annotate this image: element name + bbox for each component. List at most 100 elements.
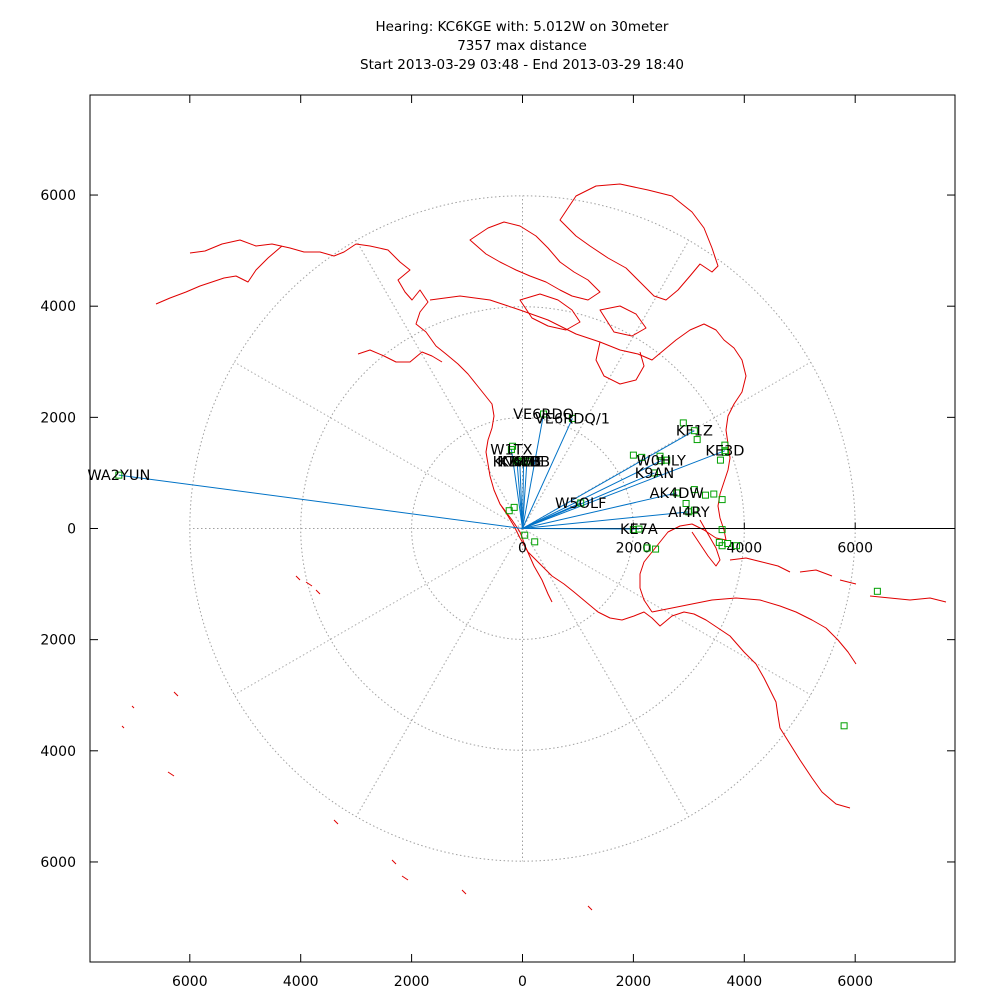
station-marker [531, 538, 539, 546]
station-marker [509, 442, 517, 450]
station-marker [693, 436, 701, 444]
path-w0hly [522, 460, 662, 529]
title-line-1: Hearing: KC6KGE with: 5.012W on 30meter [376, 19, 669, 35]
station-label: W0HLY [636, 454, 686, 470]
station-label: W1TX [490, 443, 532, 459]
station-marker [540, 410, 548, 418]
coastline-south-america [651, 597, 857, 665]
station-marker [710, 490, 718, 498]
station-marker [718, 496, 726, 504]
station-label: W5OLF [555, 496, 606, 512]
x-tick-label: 6000 [172, 974, 208, 990]
coastline-map [121, 183, 947, 911]
station-marker [513, 457, 521, 465]
inline-tick-label: 2000 [616, 541, 652, 557]
coastline-arctic-islands [469, 221, 647, 337]
station-label: K9AN [635, 466, 675, 482]
station-marker [115, 471, 123, 479]
station-marker [690, 506, 698, 514]
station-marker [701, 491, 709, 499]
station-label: AI4RY [668, 505, 710, 521]
x-tick-label: 6000 [837, 974, 873, 990]
path-kn6eb [516, 461, 523, 529]
y-tick-label: 0 [67, 522, 76, 538]
station-marker [629, 451, 637, 459]
coastline-pacific-islands [121, 691, 593, 911]
coastline-hudson-bay [595, 341, 645, 385]
coastline-north-america-east [429, 295, 747, 613]
path-kf1z [522, 430, 695, 529]
y-tick-label: 6000 [40, 855, 76, 871]
station-markers [115, 410, 881, 730]
y-tick-label: 2000 [40, 633, 76, 649]
station-marker [521, 531, 529, 539]
station-marker [663, 456, 671, 464]
station-marker [840, 722, 848, 730]
station-label: KI7E [511, 454, 543, 470]
y-tick-label: 4000 [40, 299, 76, 315]
station-label: KE3D [705, 444, 744, 460]
coastline-florida [691, 519, 721, 567]
station-label: KD7D [499, 454, 540, 470]
inline-tick-label: 6000 [837, 541, 873, 557]
station-marker [718, 526, 726, 534]
station-marker [510, 503, 518, 511]
station-marker [638, 453, 646, 461]
spoke-150 [234, 361, 523, 529]
station-labels: WA2YUN VE6RDQVE6RDQ/1W1TXKI7EKD7DK7WBBKN6… [87, 407, 744, 538]
station-marker [629, 526, 637, 534]
station-marker [721, 441, 729, 449]
station-label: WA2YUN [87, 468, 150, 484]
path-wa2yun [118, 474, 523, 529]
y-tick-label: 4000 [40, 744, 76, 760]
path-ai4ry [522, 511, 689, 529]
propagation-paths [118, 413, 726, 530]
spoke-120 [355, 240, 523, 529]
x-tick-label: 4000 [283, 974, 319, 990]
coastline-caribbean [729, 557, 947, 603]
x-tick-label: 2000 [394, 974, 430, 990]
y-tick-label: 6000 [40, 188, 76, 204]
station-marker [650, 469, 658, 477]
coastline-north-america-west [189, 239, 851, 809]
station-marker [656, 452, 664, 460]
x-tick-label: 4000 [726, 974, 762, 990]
coastline-baja [499, 503, 553, 603]
station-marker [690, 427, 698, 435]
station-label: KF1Z [676, 424, 713, 440]
station-marker [520, 457, 528, 465]
path-ve6rdq [522, 413, 545, 529]
spoke-300 [522, 528, 690, 817]
path-k9an [522, 472, 655, 529]
station-marker [690, 486, 698, 494]
coastline-aleutians [155, 245, 443, 363]
station-marker [721, 448, 729, 456]
station-marker [673, 489, 681, 497]
path-ke7a [522, 528, 639, 530]
path-ak4dw [522, 492, 677, 529]
station-marker [568, 414, 576, 422]
station-label: VE6RDQ/1 [535, 411, 610, 427]
title-line-2: 7357 max distance [457, 38, 587, 54]
station-label: KN6EB [493, 454, 542, 470]
inline-tick-label: 0 [518, 541, 527, 557]
spoke-240 [355, 528, 523, 817]
path-ve6rdq-1 [522, 418, 573, 529]
station-marker [679, 419, 687, 427]
spoke-30 [522, 361, 811, 529]
path-w1tx [510, 449, 523, 529]
y-tick-label: 2000 [40, 410, 76, 426]
station-marker [643, 544, 651, 552]
inline-tick-label: 4000 [726, 541, 762, 557]
station-marker [873, 587, 881, 595]
coastline-greenland [559, 183, 719, 301]
station-marker [733, 542, 741, 550]
station-marker [577, 499, 585, 507]
path-k7wbb [522, 461, 525, 529]
spoke-60 [522, 240, 690, 529]
station-marker [716, 456, 724, 464]
station-label: K7WBB [497, 454, 550, 470]
path-ki7e [522, 461, 528, 529]
path-ke3d [522, 450, 726, 529]
